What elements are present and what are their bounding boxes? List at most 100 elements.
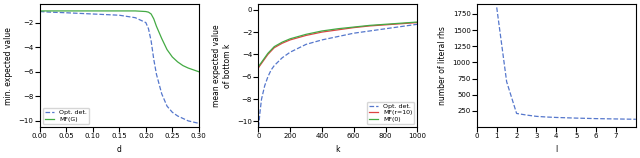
MF(r=10): [264, 53, 272, 55]
MF(0): [258, 61, 266, 63]
Opt. det.: [268, 69, 275, 71]
Opt. det.: [256, 112, 264, 113]
Opt. det.: [89, 13, 97, 15]
MF(G): [147, 13, 155, 15]
MF(0): [366, 24, 374, 26]
MF(r=10): [413, 22, 421, 24]
MF(0): [268, 49, 275, 51]
MF(G): [195, 71, 203, 73]
Opt. det.: [152, 73, 160, 75]
MF(G): [142, 11, 150, 12]
Opt. det.: [255, 124, 262, 126]
MF(0): [271, 46, 278, 48]
Line: MF(G): MF(G): [40, 11, 199, 72]
MF(0): [381, 23, 389, 25]
MF(G): [168, 56, 176, 58]
Opt. det.: [278, 57, 286, 59]
MF(0): [264, 52, 272, 54]
Opt. det.: [381, 28, 389, 30]
Y-axis label: number of literal rhs: number of literal rhs: [438, 26, 447, 105]
Legend: Opt. det., MF(G): Opt. det., MF(G): [43, 108, 89, 124]
Y-axis label: min. expected value: min. expected value: [4, 27, 13, 105]
MF(r=10): [255, 67, 262, 69]
MF(G): [150, 18, 157, 20]
Opt. det.: [255, 126, 262, 128]
MF(G): [145, 11, 152, 13]
MF(0): [413, 21, 421, 23]
MF(0): [397, 22, 405, 24]
Opt. det.: [366, 30, 374, 32]
MF(r=10): [334, 29, 342, 31]
Line: MF(0): MF(0): [259, 22, 417, 67]
MF(G): [47, 10, 54, 12]
MF(0): [350, 26, 358, 28]
MF(r=10): [350, 27, 358, 29]
Opt. det.: [174, 115, 182, 117]
Opt. det.: [131, 17, 139, 19]
X-axis label: k: k: [335, 145, 340, 154]
Opt. det.: [36, 11, 44, 12]
Opt. det.: [163, 105, 171, 107]
Opt. det.: [397, 26, 405, 27]
MF(G): [163, 49, 171, 51]
MF(r=10): [255, 66, 263, 68]
Opt. det.: [258, 98, 266, 100]
MF(0): [278, 41, 286, 43]
Opt. det.: [195, 122, 203, 124]
MF(0): [256, 64, 264, 65]
MF(0): [255, 65, 263, 67]
MF(r=10): [268, 50, 275, 52]
MF(r=10): [318, 31, 326, 33]
Opt. det.: [145, 28, 152, 30]
Opt. det.: [264, 76, 272, 78]
MF(G): [115, 10, 123, 12]
MF(G): [174, 61, 182, 63]
MF(0): [334, 28, 342, 30]
MF(G): [179, 65, 187, 67]
Opt. det.: [142, 22, 150, 24]
Line: Opt. det.: Opt. det.: [259, 24, 417, 127]
Opt. det.: [47, 11, 54, 13]
Opt. det.: [350, 32, 358, 34]
Opt. det.: [115, 14, 123, 16]
MF(0): [302, 33, 310, 35]
MF(r=10): [256, 65, 264, 67]
Opt. det.: [150, 58, 157, 60]
MF(0): [255, 65, 262, 67]
MF(r=10): [366, 25, 374, 27]
MF(G): [89, 10, 97, 12]
MF(G): [152, 25, 160, 27]
X-axis label: l: l: [556, 145, 557, 154]
Opt. det.: [147, 40, 155, 42]
MF(r=10): [261, 58, 269, 60]
MF(r=10): [302, 34, 310, 36]
MF(0): [286, 38, 294, 40]
Opt. det.: [413, 23, 421, 25]
Opt. det.: [168, 111, 176, 113]
MF(r=10): [381, 24, 389, 26]
MF(0): [255, 66, 262, 68]
Opt. det.: [179, 118, 187, 119]
Opt. det.: [302, 43, 310, 45]
Line: MF(r=10): MF(r=10): [259, 23, 417, 68]
Opt. det.: [271, 65, 278, 67]
MF(G): [158, 38, 166, 40]
Opt. det.: [255, 121, 263, 122]
Opt. det.: [261, 85, 269, 87]
MF(r=10): [278, 42, 286, 44]
MF(G): [131, 10, 139, 12]
MF(0): [318, 30, 326, 32]
MF(r=10): [255, 66, 262, 68]
X-axis label: d: d: [117, 145, 122, 154]
MF(r=10): [286, 39, 294, 41]
MF(G): [36, 10, 44, 12]
Opt. det.: [189, 121, 197, 123]
MF(G): [63, 10, 70, 12]
Line: Opt. det.: Opt. det.: [40, 12, 199, 123]
Opt. det.: [158, 93, 166, 95]
Y-axis label: mean expected value
of bottom k: mean expected value of bottom k: [212, 24, 232, 107]
MF(r=10): [258, 62, 266, 64]
Legend: Opt. det., MF(r=10), MF(0): Opt. det., MF(r=10), MF(0): [367, 102, 414, 124]
MF(r=10): [397, 23, 405, 25]
Opt. det.: [184, 120, 192, 122]
